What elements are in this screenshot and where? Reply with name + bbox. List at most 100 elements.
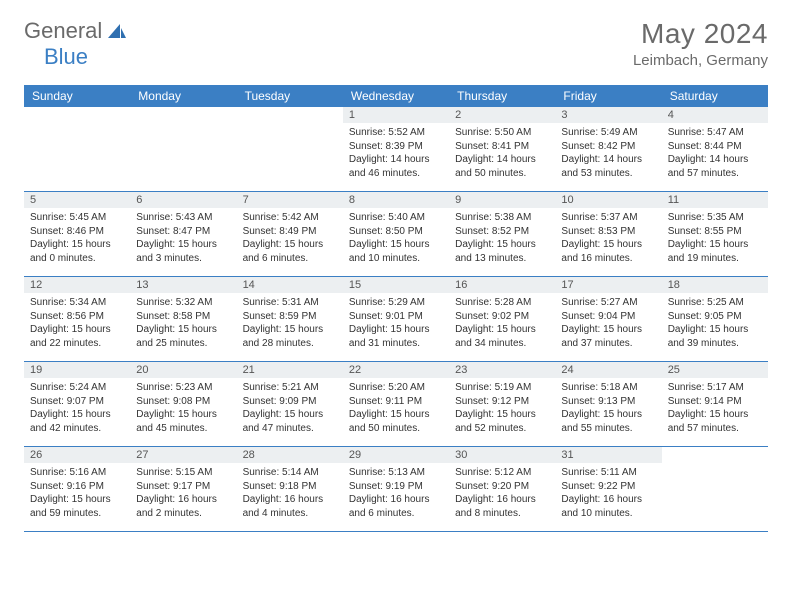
calendar-row: 12Sunrise: 5:34 AMSunset: 8:56 PMDayligh… xyxy=(24,277,768,362)
day-details: Sunrise: 5:17 AMSunset: 9:14 PMDaylight:… xyxy=(662,378,768,439)
day-number: 13 xyxy=(130,277,236,293)
day-details: Sunrise: 5:11 AMSunset: 9:22 PMDaylight:… xyxy=(555,463,661,524)
calendar-cell: 12Sunrise: 5:34 AMSunset: 8:56 PMDayligh… xyxy=(24,277,130,361)
day-details: Sunrise: 5:19 AMSunset: 9:12 PMDaylight:… xyxy=(449,378,555,439)
weekday-header: Monday xyxy=(130,85,236,107)
day-number: 7 xyxy=(237,192,343,208)
day-number: 9 xyxy=(449,192,555,208)
day-details: Sunrise: 5:42 AMSunset: 8:49 PMDaylight:… xyxy=(237,208,343,269)
day-number: 4 xyxy=(662,107,768,123)
calendar-cell: 17Sunrise: 5:27 AMSunset: 9:04 PMDayligh… xyxy=(555,277,661,361)
calendar-cell: 8Sunrise: 5:40 AMSunset: 8:50 PMDaylight… xyxy=(343,192,449,276)
day-number: 27 xyxy=(130,447,236,463)
logo-blue-wrap: Blue xyxy=(44,44,88,70)
calendar-cell: 19Sunrise: 5:24 AMSunset: 9:07 PMDayligh… xyxy=(24,362,130,446)
day-number: 12 xyxy=(24,277,130,293)
day-number: 18 xyxy=(662,277,768,293)
weekday-header: Thursday xyxy=(449,85,555,107)
calendar-header-row: SundayMondayTuesdayWednesdayThursdayFrid… xyxy=(24,85,768,107)
logo-text-general: General xyxy=(24,18,102,44)
day-number: 28 xyxy=(237,447,343,463)
calendar-row: 26Sunrise: 5:16 AMSunset: 9:16 PMDayligh… xyxy=(24,447,768,532)
day-number: 26 xyxy=(24,447,130,463)
day-number: 31 xyxy=(555,447,661,463)
day-number: 21 xyxy=(237,362,343,378)
day-number: 3 xyxy=(555,107,661,123)
calendar-cell: 24Sunrise: 5:18 AMSunset: 9:13 PMDayligh… xyxy=(555,362,661,446)
calendar-row: 19Sunrise: 5:24 AMSunset: 9:07 PMDayligh… xyxy=(24,362,768,447)
calendar-cell: 14Sunrise: 5:31 AMSunset: 8:59 PMDayligh… xyxy=(237,277,343,361)
day-details: Sunrise: 5:13 AMSunset: 9:19 PMDaylight:… xyxy=(343,463,449,524)
day-details: Sunrise: 5:38 AMSunset: 8:52 PMDaylight:… xyxy=(449,208,555,269)
calendar-body: 1Sunrise: 5:52 AMSunset: 8:39 PMDaylight… xyxy=(24,107,768,532)
calendar-grid: SundayMondayTuesdayWednesdayThursdayFrid… xyxy=(24,85,768,532)
day-details: Sunrise: 5:20 AMSunset: 9:11 PMDaylight:… xyxy=(343,378,449,439)
calendar-row: 1Sunrise: 5:52 AMSunset: 8:39 PMDaylight… xyxy=(24,107,768,192)
day-details: Sunrise: 5:47 AMSunset: 8:44 PMDaylight:… xyxy=(662,123,768,184)
calendar-row: 5Sunrise: 5:45 AMSunset: 8:46 PMDaylight… xyxy=(24,192,768,277)
calendar-cell: 22Sunrise: 5:20 AMSunset: 9:11 PMDayligh… xyxy=(343,362,449,446)
calendar-cell: 3Sunrise: 5:49 AMSunset: 8:42 PMDaylight… xyxy=(555,107,661,191)
calendar-cell: 26Sunrise: 5:16 AMSunset: 9:16 PMDayligh… xyxy=(24,447,130,531)
calendar-cell: 27Sunrise: 5:15 AMSunset: 9:17 PMDayligh… xyxy=(130,447,236,531)
day-number: 22 xyxy=(343,362,449,378)
day-details: Sunrise: 5:45 AMSunset: 8:46 PMDaylight:… xyxy=(24,208,130,269)
weekday-header: Sunday xyxy=(24,85,130,107)
day-details: Sunrise: 5:34 AMSunset: 8:56 PMDaylight:… xyxy=(24,293,130,354)
calendar-cell: 23Sunrise: 5:19 AMSunset: 9:12 PMDayligh… xyxy=(449,362,555,446)
day-number: 14 xyxy=(237,277,343,293)
day-number: 29 xyxy=(343,447,449,463)
day-details: Sunrise: 5:23 AMSunset: 9:08 PMDaylight:… xyxy=(130,378,236,439)
weekday-header: Saturday xyxy=(662,85,768,107)
day-number: 10 xyxy=(555,192,661,208)
calendar-cell: 11Sunrise: 5:35 AMSunset: 8:55 PMDayligh… xyxy=(662,192,768,276)
calendar-cell xyxy=(24,107,130,191)
calendar-cell: 2Sunrise: 5:50 AMSunset: 8:41 PMDaylight… xyxy=(449,107,555,191)
calendar-cell xyxy=(662,447,768,531)
day-number: 16 xyxy=(449,277,555,293)
calendar-cell: 7Sunrise: 5:42 AMSunset: 8:49 PMDaylight… xyxy=(237,192,343,276)
day-details: Sunrise: 5:24 AMSunset: 9:07 PMDaylight:… xyxy=(24,378,130,439)
day-details: Sunrise: 5:27 AMSunset: 9:04 PMDaylight:… xyxy=(555,293,661,354)
calendar-cell: 21Sunrise: 5:21 AMSunset: 9:09 PMDayligh… xyxy=(237,362,343,446)
calendar-cell: 16Sunrise: 5:28 AMSunset: 9:02 PMDayligh… xyxy=(449,277,555,361)
day-details: Sunrise: 5:28 AMSunset: 9:02 PMDaylight:… xyxy=(449,293,555,354)
day-number: 20 xyxy=(130,362,236,378)
day-details: Sunrise: 5:50 AMSunset: 8:41 PMDaylight:… xyxy=(449,123,555,184)
calendar-cell: 28Sunrise: 5:14 AMSunset: 9:18 PMDayligh… xyxy=(237,447,343,531)
day-details: Sunrise: 5:15 AMSunset: 9:17 PMDaylight:… xyxy=(130,463,236,524)
calendar-cell: 25Sunrise: 5:17 AMSunset: 9:14 PMDayligh… xyxy=(662,362,768,446)
calendar-cell: 6Sunrise: 5:43 AMSunset: 8:47 PMDaylight… xyxy=(130,192,236,276)
calendar-cell: 1Sunrise: 5:52 AMSunset: 8:39 PMDaylight… xyxy=(343,107,449,191)
day-details: Sunrise: 5:21 AMSunset: 9:09 PMDaylight:… xyxy=(237,378,343,439)
logo: General xyxy=(24,18,130,44)
calendar-cell: 18Sunrise: 5:25 AMSunset: 9:05 PMDayligh… xyxy=(662,277,768,361)
day-details: Sunrise: 5:43 AMSunset: 8:47 PMDaylight:… xyxy=(130,208,236,269)
calendar-cell: 30Sunrise: 5:12 AMSunset: 9:20 PMDayligh… xyxy=(449,447,555,531)
calendar-cell xyxy=(237,107,343,191)
day-number: 19 xyxy=(24,362,130,378)
day-number: 24 xyxy=(555,362,661,378)
logo-sail-icon xyxy=(106,22,128,40)
day-number: 2 xyxy=(449,107,555,123)
calendar-cell: 13Sunrise: 5:32 AMSunset: 8:58 PMDayligh… xyxy=(130,277,236,361)
day-details: Sunrise: 5:32 AMSunset: 8:58 PMDaylight:… xyxy=(130,293,236,354)
day-details: Sunrise: 5:37 AMSunset: 8:53 PMDaylight:… xyxy=(555,208,661,269)
day-details: Sunrise: 5:40 AMSunset: 8:50 PMDaylight:… xyxy=(343,208,449,269)
title-block: May 2024 Leimbach, Germany xyxy=(633,18,768,69)
logo-text-blue: Blue xyxy=(44,44,88,69)
day-details: Sunrise: 5:49 AMSunset: 8:42 PMDaylight:… xyxy=(555,123,661,184)
day-number: 6 xyxy=(130,192,236,208)
calendar-cell xyxy=(130,107,236,191)
day-details: Sunrise: 5:12 AMSunset: 9:20 PMDaylight:… xyxy=(449,463,555,524)
day-number: 30 xyxy=(449,447,555,463)
day-details: Sunrise: 5:52 AMSunset: 8:39 PMDaylight:… xyxy=(343,123,449,184)
calendar-cell: 15Sunrise: 5:29 AMSunset: 9:01 PMDayligh… xyxy=(343,277,449,361)
calendar-cell: 10Sunrise: 5:37 AMSunset: 8:53 PMDayligh… xyxy=(555,192,661,276)
calendar-cell: 20Sunrise: 5:23 AMSunset: 9:08 PMDayligh… xyxy=(130,362,236,446)
weekday-header: Tuesday xyxy=(237,85,343,107)
calendar-cell: 4Sunrise: 5:47 AMSunset: 8:44 PMDaylight… xyxy=(662,107,768,191)
day-details: Sunrise: 5:16 AMSunset: 9:16 PMDaylight:… xyxy=(24,463,130,524)
calendar-cell: 29Sunrise: 5:13 AMSunset: 9:19 PMDayligh… xyxy=(343,447,449,531)
calendar-cell: 5Sunrise: 5:45 AMSunset: 8:46 PMDaylight… xyxy=(24,192,130,276)
